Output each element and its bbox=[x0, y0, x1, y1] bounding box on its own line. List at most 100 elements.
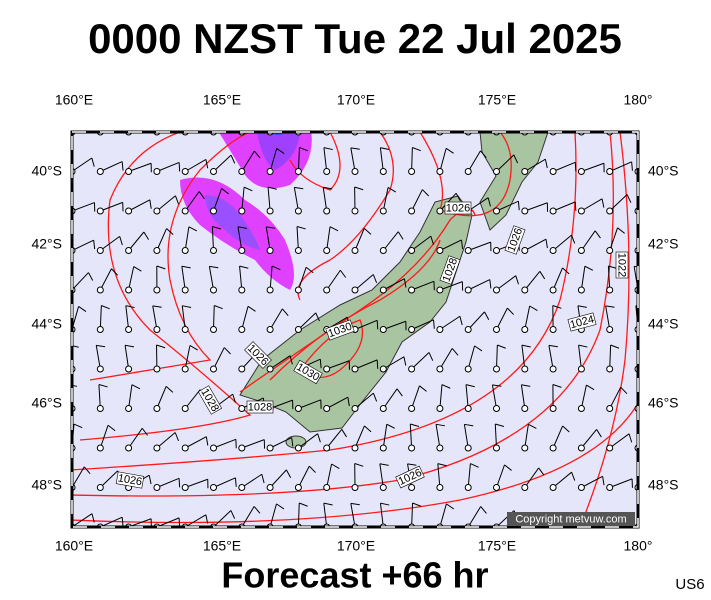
barb-staff bbox=[269, 437, 292, 449]
barb-staff bbox=[184, 226, 190, 251]
barb-station bbox=[323, 286, 331, 294]
barb-station bbox=[238, 207, 246, 215]
barb-station bbox=[96, 168, 104, 175]
barb-feather bbox=[315, 312, 320, 322]
barb-staff bbox=[496, 344, 498, 370]
barb-station bbox=[436, 365, 444, 373]
isobar-label-box bbox=[444, 201, 472, 215]
barb-staff bbox=[467, 311, 485, 330]
barb-feather bbox=[628, 433, 633, 443]
barb-staff bbox=[156, 161, 180, 172]
barb-staff bbox=[269, 308, 283, 330]
barb-station bbox=[521, 326, 529, 333]
barb-staff bbox=[439, 348, 453, 370]
barb-staff bbox=[184, 514, 207, 527]
isobar-label-text: 1028 bbox=[248, 401, 272, 413]
barb-feather bbox=[465, 384, 475, 388]
barb-feather bbox=[323, 147, 333, 151]
barb-station bbox=[210, 484, 217, 491]
barb-staff bbox=[609, 161, 632, 172]
barb-station bbox=[408, 286, 416, 294]
barb-staff bbox=[322, 187, 328, 212]
barb-feather bbox=[107, 424, 116, 432]
barb-feather bbox=[470, 463, 479, 468]
barb-feather bbox=[78, 306, 87, 312]
barb-feather bbox=[323, 186, 333, 190]
right-axis-label: 40°S bbox=[648, 163, 679, 179]
barb-staff bbox=[72, 132, 73, 133]
barb-feather bbox=[497, 344, 506, 349]
barb-feather bbox=[586, 384, 595, 391]
barb-staff bbox=[354, 274, 374, 291]
barb-station bbox=[323, 405, 331, 412]
barb-staff bbox=[468, 241, 491, 251]
barb-feather bbox=[149, 120, 151, 129]
barb-staff bbox=[213, 438, 237, 449]
barb-feather bbox=[125, 305, 135, 309]
barb-staff bbox=[496, 154, 515, 172]
barb-staff bbox=[496, 132, 498, 133]
barb-station bbox=[153, 286, 161, 294]
isobar-label-box bbox=[567, 312, 597, 332]
right-axis-label: 42°S bbox=[648, 236, 679, 252]
barb-staff bbox=[184, 159, 207, 172]
barb-staff bbox=[326, 269, 341, 291]
barb-staff bbox=[552, 471, 572, 488]
barb-staff bbox=[581, 429, 597, 449]
barb-staff bbox=[326, 463, 333, 488]
barb-staff bbox=[297, 147, 300, 172]
barb-staff bbox=[99, 470, 118, 488]
right-axis-label: 44°S bbox=[648, 316, 679, 332]
barb-staff bbox=[607, 266, 611, 291]
barb-feather bbox=[174, 195, 180, 205]
barb-feather bbox=[83, 466, 91, 475]
barb-station bbox=[210, 365, 217, 373]
barb-station bbox=[379, 484, 387, 491]
barb-staff bbox=[439, 315, 461, 330]
barb-staff bbox=[496, 307, 508, 330]
barb-feather bbox=[287, 115, 291, 123]
barb-feather bbox=[271, 265, 281, 271]
barb-feather bbox=[230, 154, 236, 164]
barb-staff bbox=[293, 187, 299, 212]
barb-staff bbox=[156, 386, 167, 409]
barb-feather bbox=[332, 109, 340, 114]
isobar-label-text: 1022 bbox=[616, 253, 628, 277]
barb-station bbox=[606, 286, 614, 294]
barb-station bbox=[436, 247, 444, 254]
barb-staff bbox=[521, 345, 526, 370]
isobar-label-box bbox=[115, 471, 145, 489]
barb-feather bbox=[372, 392, 378, 402]
barb-station bbox=[323, 247, 331, 254]
barb-station bbox=[96, 405, 104, 412]
barb-feather bbox=[574, 162, 577, 172]
barb-station bbox=[493, 405, 500, 412]
barb-feather bbox=[438, 108, 447, 110]
barb-feather bbox=[281, 308, 289, 317]
barb-station bbox=[577, 286, 585, 294]
barb-station bbox=[266, 168, 274, 175]
barb-station bbox=[210, 326, 217, 333]
barb-station bbox=[408, 168, 416, 175]
barb-feather bbox=[578, 344, 588, 348]
barb-feather bbox=[545, 239, 548, 249]
barb-staff bbox=[548, 345, 554, 370]
barb-staff bbox=[98, 384, 101, 409]
barb-feather bbox=[640, 227, 648, 231]
barb-staff bbox=[435, 424, 441, 449]
barb-station bbox=[521, 365, 529, 373]
barb-station bbox=[266, 247, 274, 254]
isobar-label-box bbox=[197, 385, 223, 415]
barb-feather bbox=[412, 147, 421, 152]
barb-station bbox=[606, 365, 614, 373]
barb-station bbox=[294, 484, 302, 491]
isobar-label: 1026 bbox=[444, 201, 472, 215]
barb-station bbox=[549, 484, 557, 491]
barb-station bbox=[436, 326, 444, 333]
barb-staff bbox=[237, 226, 243, 251]
barb-station bbox=[210, 444, 217, 452]
barb-station bbox=[464, 405, 472, 412]
barb-staff bbox=[181, 305, 186, 330]
barb-station bbox=[351, 444, 359, 452]
wind-barbs bbox=[72, 108, 648, 527]
